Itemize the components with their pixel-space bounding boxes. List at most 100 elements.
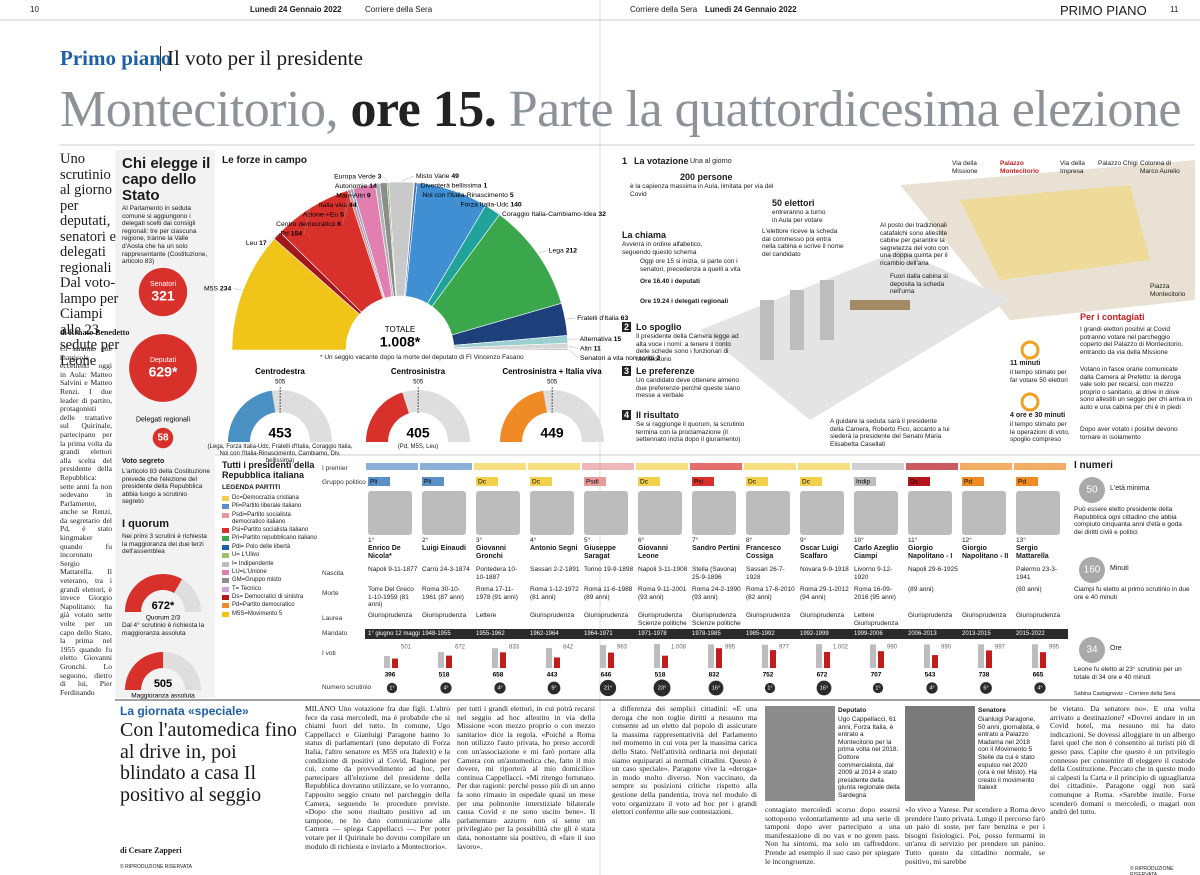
party-name: Pd	[964, 479, 972, 486]
votes-bar	[716, 648, 722, 668]
deck: Uno scrutinio al giorno per deputati, se…	[60, 151, 120, 369]
votes-bar	[662, 655, 668, 668]
ordinal: 13°	[1016, 537, 1026, 544]
party-name: Autonomie	[335, 183, 368, 190]
label-leader	[568, 349, 579, 359]
headline-part: ore 15.	[350, 81, 497, 138]
label-leader	[452, 189, 459, 205]
mandate: 1° giugno 12 maggio 1948	[368, 631, 420, 637]
legend-label: U= L'Ulivo	[232, 552, 260, 559]
step-text: Il presidente della Camera legge ad alta…	[636, 333, 739, 363]
threshold-label: 505	[547, 380, 558, 386]
gauge-value	[125, 574, 182, 612]
page-number: 11	[1170, 5, 1179, 14]
mandate: 1948-1955	[422, 631, 451, 637]
party-name: Pli	[424, 479, 431, 486]
mandate: 2006-2013	[908, 631, 937, 637]
votes-bar	[932, 655, 938, 668]
party-label: Europa Verde 3	[334, 173, 381, 180]
votes-label: 518	[655, 672, 666, 679]
president-name: Enrico De Nicola*	[368, 545, 401, 560]
party-name: Dc	[478, 479, 487, 486]
portrait	[692, 491, 736, 535]
ordinal: 7°	[692, 537, 699, 544]
booth	[790, 290, 804, 350]
legend-item: Psi=Partito socialista italiano	[222, 527, 318, 534]
coalition-value: 453	[268, 425, 292, 441]
degree: Lettere	[476, 612, 497, 619]
number-value: 34	[1086, 645, 1098, 656]
degree: Giurisprudenza	[800, 612, 845, 619]
step-number: 4	[622, 410, 632, 420]
timer-icon	[1020, 392, 1040, 412]
call-note: Ore 19.24 i delegati regionali	[640, 298, 729, 305]
degree: Giurisprudenza	[422, 612, 467, 619]
party-label: Senatori a vita non scritti 2	[580, 355, 660, 362]
votes-label: 665	[1033, 672, 1044, 679]
rights: © RIPRODUZIONE RISERVATA	[1130, 866, 1174, 875]
legend-label: I= Indipendente	[232, 560, 274, 567]
party-name: Centro democratico	[276, 221, 336, 228]
presidents-title: Tutti i presidenti della Repubblica ital…	[222, 460, 315, 480]
ordinal: 9°	[800, 537, 807, 544]
party-count: 32	[598, 211, 606, 218]
portrait	[584, 491, 628, 535]
label-leader	[378, 181, 384, 187]
ballot-circle	[708, 680, 724, 696]
party-tag	[422, 477, 444, 486]
legend-item: Pd=Partito democratico	[222, 602, 318, 609]
elector-value: 58	[157, 433, 169, 444]
party-count: 14	[369, 183, 377, 190]
quorum-text: Dal 4° scrutinio è richiesta la maggiora…	[122, 622, 205, 637]
birth: Sassari 26-7-1928	[746, 566, 785, 581]
date: Lunedì 24 Gennaio 2022	[250, 5, 342, 14]
president-name: Giorgio Napolitano - I	[908, 545, 953, 560]
call-text: Avverrà in ordine alfabetico, seguendo q…	[622, 241, 703, 256]
step-number: 2	[622, 322, 632, 332]
party-label: Centro democratico 6	[276, 221, 341, 228]
quorum-bar	[654, 644, 660, 668]
step-text: Una al giorno	[690, 158, 732, 165]
legend-item: Pri=Partito repubblicano italiano	[222, 535, 318, 542]
degree: Giurisprudenza	[1016, 612, 1061, 619]
degree: Giurisprudenza	[368, 612, 413, 619]
ordinal: 1°	[368, 537, 375, 544]
quorum-bar	[816, 644, 822, 668]
quorum-bar	[978, 644, 984, 668]
article-column: MILANO Uno votazione fra due figli. L'al…	[305, 705, 450, 851]
quorum-label: 842	[563, 645, 574, 651]
elector-value: 321	[151, 288, 175, 304]
article-column: a differenza dei semplici cittadini: «È …	[612, 705, 757, 817]
label-leader	[303, 206, 311, 234]
legend-item: Dc=Democrazia cristiana	[222, 495, 318, 502]
legend-item: Pli=Partito liberale italiano	[222, 503, 318, 510]
section-label: Primo piano	[60, 46, 172, 70]
ordinal: 12°	[962, 537, 972, 544]
number-circle	[1079, 637, 1105, 663]
degree: Giurisprudenza Scienze politiche	[692, 612, 741, 627]
party-label: Maie-Altri 9	[336, 192, 371, 199]
elector-label: Senatori	[150, 281, 177, 288]
caption-role: Senatore	[978, 707, 1006, 714]
portrait	[746, 491, 790, 535]
party-name: Alternativa	[580, 336, 612, 343]
place-label: Palazzo Chigi	[1098, 160, 1138, 167]
date: Lunedì 24 Gennaio 2022	[705, 5, 797, 14]
number-text: Può essere eletto presidente della Repub…	[1074, 506, 1182, 536]
turn: 50 elettori	[772, 198, 815, 208]
mandate: 2013-2015	[962, 631, 991, 637]
number-label: Ore	[1110, 645, 1122, 652]
legend-item: I= Indipendente	[222, 561, 318, 568]
party-tag	[1016, 477, 1038, 486]
mandate: 1955-1962	[476, 631, 505, 637]
note: A guidare la seduta sarà il presidente d…	[830, 418, 950, 448]
death: Torre Del Greco 1-10-1959 (81 anni)	[368, 586, 414, 609]
quorum-label: Quorum 2/3	[146, 615, 181, 622]
quorum-value: 672*	[152, 600, 175, 612]
label-leader	[415, 181, 421, 196]
premier-bar	[798, 463, 850, 470]
degree: Lettere Giurisprudenza	[854, 612, 899, 627]
row-label: I voti	[322, 650, 336, 657]
votes-label: 518	[439, 672, 450, 679]
